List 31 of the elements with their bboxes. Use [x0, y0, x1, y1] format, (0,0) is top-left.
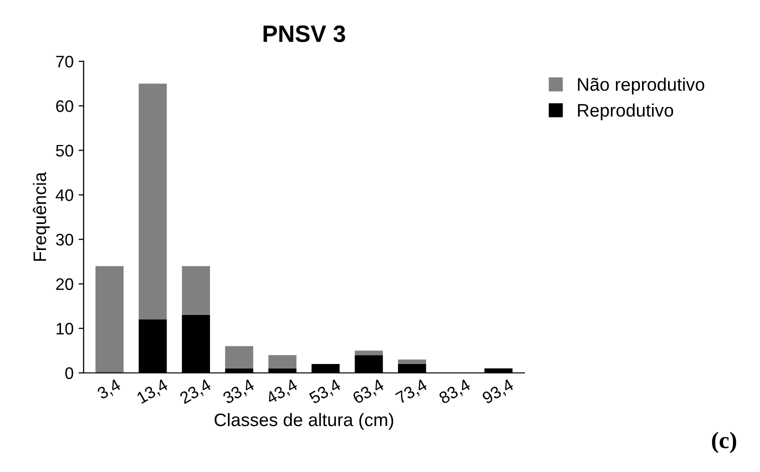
- y-tick-label: 20: [56, 278, 74, 290]
- y-tick-label: 70: [56, 56, 74, 68]
- legend-label: Reprodutivo: [578, 103, 674, 120]
- x-tick-label: 53,4: [308, 378, 342, 406]
- x-tick-label: 3,4: [96, 378, 122, 402]
- chart-title: PNSV 3: [264, 25, 346, 42]
- x-axis-title: Classes de altura (cm): [214, 412, 394, 430]
- bar: [398, 360, 426, 364]
- y-tick-label: 0: [65, 367, 74, 380]
- x-tick-label: 43,4: [265, 378, 300, 406]
- y-tick-label: 50: [56, 144, 74, 157]
- text: (c): [712, 432, 736, 454]
- bar: [138, 84, 167, 320]
- legend-label: Não reprodutivo: [578, 78, 704, 94]
- bar: [268, 355, 296, 368]
- bar: [225, 346, 254, 368]
- bar: [95, 266, 124, 373]
- x-tick-label: 73,4: [395, 378, 429, 406]
- x-tick-label: 23,4: [178, 378, 213, 406]
- x-tick-label: 83,4: [438, 378, 472, 406]
- y-axis-title: Frequência: [32, 172, 50, 261]
- y-tick-label: 40: [56, 189, 74, 202]
- y-tick-label: 60: [56, 100, 74, 112]
- x-tick-label: 13,4: [136, 378, 170, 406]
- bar: [182, 266, 210, 316]
- x-tick-label: 63,4: [352, 378, 386, 406]
- x-tick-label: 33,4: [222, 378, 256, 406]
- y-tick-label: 30: [56, 234, 74, 246]
- x-tick-label: 93,4: [481, 378, 516, 406]
- y-tick-label: 10: [56, 322, 74, 335]
- bar: [354, 350, 383, 356]
